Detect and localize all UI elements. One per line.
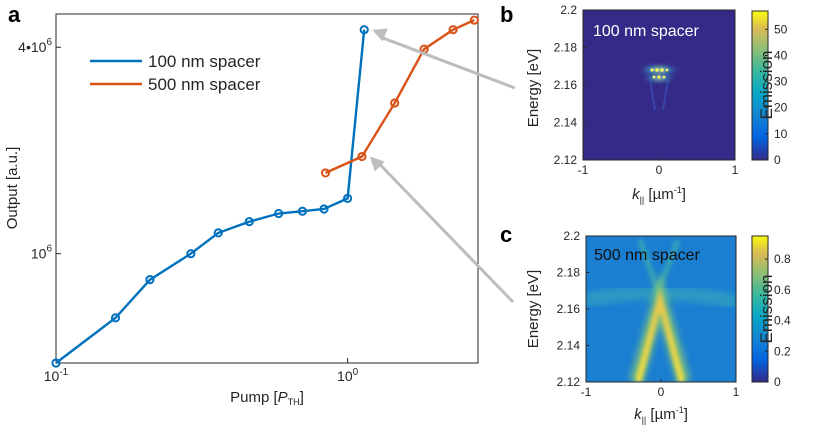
data-point [357, 151, 367, 162]
panel-a-legend: 100 nm spacer 500 nm spacer [90, 52, 261, 94]
y-tick-label: 2.12 [554, 153, 578, 167]
legend-label: 500 nm spacer [148, 75, 261, 94]
colorbar-tick-label: 40 [774, 48, 788, 62]
connector-arrow-head [372, 28, 388, 42]
panel-b-ylabel: Energy [eV] [525, 49, 542, 127]
colorbar-tick-label: 0.4 [774, 314, 791, 328]
data-point [110, 313, 121, 323]
panel-c-xlabel: k|| [µm-1] [634, 405, 688, 425]
data-point [297, 206, 308, 216]
panel-a-series [51, 15, 479, 368]
data-point [145, 275, 155, 285]
x-tick-label: 1 [732, 163, 739, 177]
data-point [274, 208, 284, 219]
connector-arrows [369, 28, 516, 304]
x-tick-label: -1 [578, 163, 589, 177]
x-tick-label: 100 [337, 367, 359, 384]
x-tick-label: 1 [733, 385, 740, 399]
panel-b-ticks: -1 0 1 2.12 2.14 2.16 2.18 2.2 [554, 3, 739, 177]
panel-c-colorbar-label: Emission [757, 275, 776, 344]
y-tick-label: 2.12 [557, 375, 581, 389]
panel-a-ticks: 10-1 100 106 4•106 [18, 37, 358, 384]
colorbar-tick-label: 0.2 [774, 344, 791, 358]
x-tick-label: 0 [658, 385, 665, 399]
colorbar-tick-label: 0 [774, 153, 781, 167]
y-tick-label: 2.18 [557, 266, 581, 280]
panel-a-xlabel: Pump [PTH] [230, 389, 304, 407]
connector-arrow-line [378, 163, 515, 304]
colorbar-tick-label: 10 [774, 127, 788, 141]
x-tick-label: -1 [581, 385, 592, 399]
panel-c-emission [586, 236, 736, 382]
data-point [359, 25, 369, 35]
panel-c-letter: c [500, 222, 512, 247]
panel-c-colorbar-ticks: 0 0.2 0.4 0.6 0.8 [765, 252, 791, 389]
y-tick-label: 2.18 [554, 41, 578, 55]
panel-b-letter: b [500, 2, 513, 27]
y-tick-label: 4•106 [18, 37, 52, 55]
panel-a-ylabel: Output [a.u.] [4, 147, 21, 230]
data-point [213, 228, 223, 238]
panel-c-ticks: -1 0 1 2.12 2.14 2.16 2.18 2.2 [557, 229, 740, 399]
y-tick-label: 2.14 [554, 116, 578, 130]
panel-c-annotation: 500 nm spacer [594, 247, 701, 264]
colorbar-tick-label: 20 [774, 101, 788, 115]
y-tick-label: 106 [31, 244, 53, 262]
panel-c-ylabel: Energy [eV] [525, 270, 542, 348]
x-tick-label: 10-1 [44, 367, 69, 384]
colorbar-tick-label: 50 [774, 22, 788, 36]
panel-a-letter: a [8, 2, 21, 27]
data-point [244, 217, 254, 227]
data-point [319, 204, 329, 214]
data-point [320, 168, 331, 178]
panel-c-colorbar [751, 235, 769, 383]
x-tick-label: 0 [656, 163, 663, 177]
data-point [343, 193, 353, 203]
y-tick-label: 2.2 [563, 229, 580, 243]
data-point [51, 358, 61, 368]
panel-b-colorbar [751, 10, 769, 161]
connector-arrow-line [381, 36, 516, 90]
colorbar-tick-label: 30 [774, 75, 788, 89]
panel-b-xlabel: k|| [µm-1] [632, 185, 686, 205]
data-point [390, 98, 400, 108]
colorbar-tick-label: 0.6 [774, 283, 791, 297]
connector-arrow-head [369, 156, 385, 172]
y-tick-label: 2.14 [557, 339, 581, 353]
panel-b-colorbar-ticks: 0 10 20 30 40 50 [765, 22, 788, 167]
y-tick-label: 2.16 [554, 78, 578, 92]
colorbar-tick-label: 0 [774, 375, 781, 389]
y-tick-label: 2.16 [557, 302, 581, 316]
data-point [186, 249, 196, 259]
panel-b-emission [637, 64, 681, 111]
colorbar-tick-label: 0.8 [774, 252, 791, 266]
data-point [448, 25, 458, 35]
panel-b-colorbar-label: Emission [757, 51, 776, 120]
y-tick-label: 2.2 [560, 3, 577, 17]
series-line [55, 29, 366, 364]
data-point [469, 15, 479, 25]
legend-label: 100 nm spacer [148, 52, 261, 71]
panel-b-annotation: 100 nm spacer [593, 23, 700, 40]
